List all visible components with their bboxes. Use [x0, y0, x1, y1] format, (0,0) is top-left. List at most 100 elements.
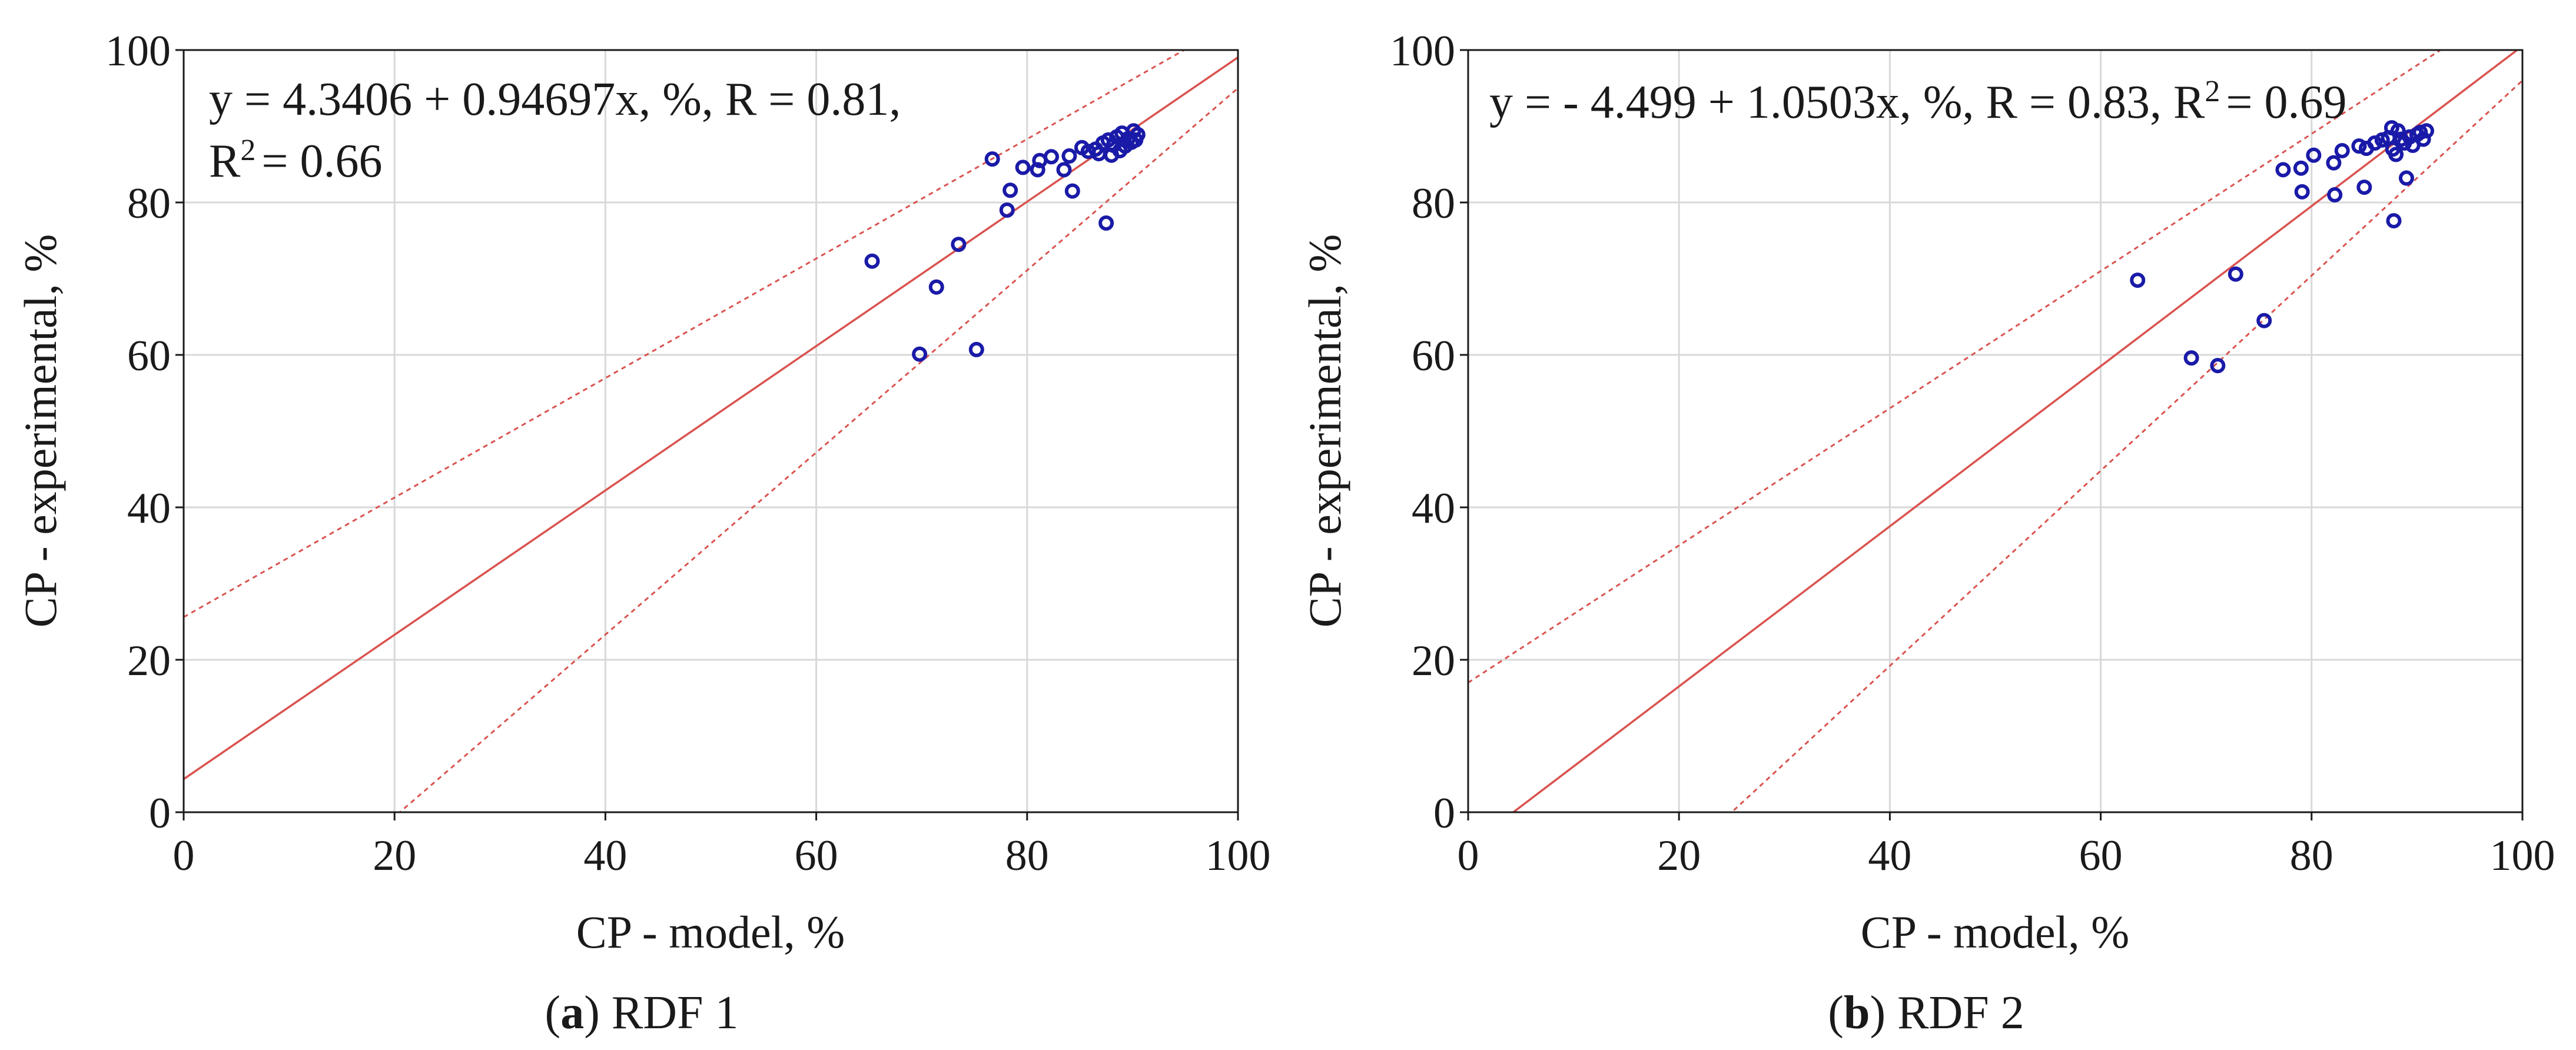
x-axis-title-a: CP - model, %: [576, 906, 845, 958]
y-ticks-b: 0 20 40 60 80 100: [1390, 27, 1468, 838]
x-tick-label-40: 40: [1868, 832, 1911, 880]
y-tick-label-0: 0: [1433, 789, 1455, 838]
caption-b: (b) RDF 2: [1828, 987, 2024, 1039]
x-tick-label-20: 20: [373, 832, 416, 880]
x-tick-label-40: 40: [583, 832, 627, 880]
data-point-20: [1098, 215, 1114, 231]
x-tick-label-0: 0: [173, 832, 195, 880]
data-point-2: [928, 279, 944, 295]
data-point-2: [2210, 358, 2226, 374]
r2-symbol-a: R: [209, 135, 241, 187]
x-ticks-a: 0 20 40 60 80 100: [173, 812, 1271, 880]
data-points-a: [864, 123, 1146, 362]
confidence-line-lower: [1730, 79, 2522, 812]
data-point-1: [2183, 350, 2199, 366]
y-tick-label-60: 60: [127, 332, 171, 380]
y-tick-label-20: 20: [1412, 637, 1455, 685]
plot-frame-a: [182, 49, 1239, 813]
caption-label-b: RDF 2: [1897, 987, 2024, 1039]
data-point-21: [2388, 147, 2404, 162]
y-axis-title-b: CP - experimental, %: [1299, 234, 1350, 628]
r2-symbol-b: R: [2173, 77, 2205, 128]
equation-main-b: y = - 4.499 + 1.0503x, %, R = 0.83,: [1489, 77, 2162, 128]
confidence-line-upper: [1468, 50, 2442, 684]
data-point-14: [1064, 183, 1080, 199]
y-tick-label-40: 40: [1412, 484, 1455, 533]
x-tick-label-20: 20: [1657, 832, 1701, 880]
data-point-8: [2306, 147, 2322, 163]
y-tick-label-0: 0: [149, 789, 171, 838]
x-ticks-b: 0 20 40 60 80 100: [1458, 812, 2555, 880]
confidence-band-a: [184, 50, 1238, 812]
x-tick-label-0: 0: [1458, 832, 1479, 880]
data-point-25: [2398, 170, 2414, 186]
data-point-0: [2130, 273, 2146, 288]
data-point-8: [1015, 160, 1031, 175]
x-tick-label-80: 80: [2290, 832, 2333, 880]
data-point-5: [984, 151, 1000, 167]
data-point-7: [2294, 184, 2310, 200]
y-axis-title-a: CP - experimental, %: [15, 234, 66, 628]
data-point-15: [2367, 135, 2383, 151]
r2-value-a: = 0.66: [261, 135, 382, 187]
r2-superscript-b: 2: [2205, 75, 2220, 108]
fit-line-b: [1511, 50, 2519, 812]
y-tick-label-100: 100: [1390, 27, 1455, 75]
data-point-7: [1002, 182, 1018, 198]
data-point-6: [2293, 160, 2309, 176]
data-point-13: [1061, 148, 1077, 164]
caption-label-a: RDF 1: [612, 987, 739, 1039]
x-tick-label-60: 60: [795, 832, 838, 880]
plot-frame-b: [1467, 49, 2524, 813]
data-point-10: [2327, 187, 2343, 203]
x-tick-label-80: 80: [1005, 832, 1049, 880]
data-point-22: [2390, 123, 2406, 139]
data-point-5: [2275, 162, 2291, 178]
x-tick-label-100: 100: [2490, 832, 2555, 880]
data-point-6: [999, 202, 1015, 218]
equation-line1-a: y = 4.3406 + 0.94697x, %, R = 0.81,: [209, 74, 901, 125]
y-tick-label-20: 20: [127, 637, 171, 685]
data-point-4: [2256, 313, 2272, 328]
data-point-3: [2228, 266, 2243, 282]
data-point-31: [2419, 123, 2435, 139]
data-points-b: [2130, 120, 2435, 374]
data-point-32: [1130, 127, 1146, 142]
data-point-9: [1030, 162, 1045, 178]
equation-line1-b: y = - 4.499 + 1.0503x, %, R = 0.83, R2 = 0…: [1489, 75, 2346, 129]
data-point-11: [2334, 142, 2350, 158]
caption-letter-b: b: [1844, 987, 1870, 1039]
data-point-13: [2356, 180, 2372, 195]
caption-a: (a) RDF 1: [545, 987, 739, 1039]
y-tick-label-100: 100: [105, 27, 171, 75]
data-point-0: [864, 253, 880, 269]
r2-superscript-a: 2: [240, 134, 255, 167]
caption-letter-a: a: [560, 987, 584, 1039]
fit-line-a: [184, 57, 1238, 780]
data-point-12: [1056, 162, 1072, 178]
data-point-20: [2386, 213, 2402, 229]
r2-value-b: = 0.69: [2226, 77, 2346, 128]
data-point-1: [912, 346, 928, 362]
x-tick-label-100: 100: [1206, 832, 1271, 880]
y-tick-label-80: 80: [127, 180, 171, 228]
y-tick-label-80: 80: [1412, 180, 1455, 228]
data-point-4: [968, 341, 984, 357]
data-point-30: [2415, 131, 2431, 147]
regression-line: [184, 57, 1238, 780]
chart-panel-a: 0 20 40 60 80 100 0 20 40 60 80 100 y = 4.3406 + 0…: [15, 27, 1271, 1039]
data-point-9: [2326, 155, 2342, 171]
y-ticks-a: 0 20 40 60 80 100: [105, 27, 184, 838]
x-tick-label-60: 60: [2079, 832, 2123, 880]
data-point-3: [951, 237, 967, 252]
confidence-band-b: [1468, 50, 2522, 812]
x-axis-title-b: CP - model, %: [1861, 906, 2129, 958]
y-tick-label-60: 60: [1412, 332, 1455, 380]
data-point-11: [1043, 149, 1059, 165]
grid-b: [1468, 50, 2522, 812]
confidence-line-upper: [184, 50, 1186, 618]
confidence-line-lower: [398, 87, 1238, 812]
equation-line2-a: R2 = 0.66: [209, 134, 382, 188]
data-point-12: [2351, 138, 2367, 154]
